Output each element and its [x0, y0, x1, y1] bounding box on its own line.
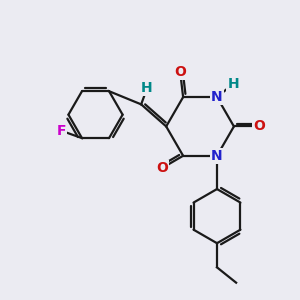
Text: N: N: [211, 90, 223, 104]
Text: N: N: [211, 149, 223, 163]
Text: H: H: [227, 77, 239, 91]
Text: F: F: [57, 124, 66, 138]
Text: H: H: [141, 81, 153, 95]
Text: O: O: [174, 65, 186, 79]
Text: O: O: [253, 119, 265, 134]
Text: O: O: [156, 161, 168, 175]
